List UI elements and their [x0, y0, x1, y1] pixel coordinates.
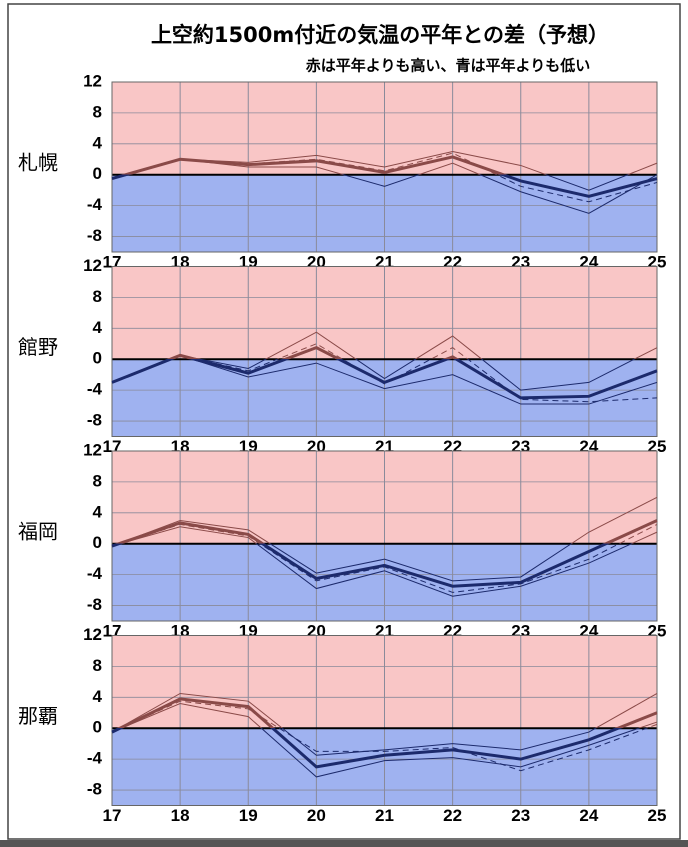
chart-title: 上空約1500m付近の気温の平年との差（予想） — [151, 23, 609, 47]
series-line — [111, 526, 658, 597]
x-tick-label: 18 — [171, 806, 190, 825]
series-line — [111, 697, 658, 769]
x-tick-label: 22 — [443, 806, 462, 825]
series-line — [111, 331, 658, 391]
x-tick-label: 24 — [579, 806, 598, 825]
y-tick-label: 12 — [83, 440, 102, 459]
series-line — [111, 345, 658, 400]
x-tick-label: 25 — [648, 806, 667, 825]
y-tick-label: 12 — [83, 256, 102, 275]
city-label: 福岡 — [18, 520, 58, 544]
plot-border — [111, 635, 658, 806]
y-tick-label: 0 — [93, 164, 102, 183]
y-tick-label: 12 — [83, 71, 102, 90]
plot-border — [111, 81, 658, 253]
x-tick-label: 23 — [511, 806, 530, 825]
y-tick-label: 12 — [83, 625, 102, 644]
y-tick-label: 4 — [93, 502, 103, 521]
y-tick-label: 0 — [93, 349, 102, 368]
y-tick-label: 4 — [93, 133, 103, 152]
city-label: 札幌 — [18, 151, 58, 175]
y-tick-label: -8 — [87, 411, 102, 430]
x-tick-label: 20 — [307, 806, 326, 825]
y-tick-label: -4 — [87, 564, 103, 583]
y-tick-label: -8 — [87, 595, 102, 614]
y-tick-label: -4 — [87, 380, 103, 399]
x-tick-label: 21 — [375, 806, 394, 825]
series-line — [111, 152, 658, 203]
y-tick-label: 8 — [93, 471, 102, 490]
series-line — [111, 692, 658, 756]
series-line — [111, 519, 658, 588]
series-line — [111, 158, 658, 214]
y-tick-label: 0 — [93, 533, 102, 552]
y-tick-label: 0 — [93, 718, 102, 737]
series-line — [111, 354, 658, 405]
y-tick-label: -4 — [87, 195, 103, 214]
bottom-strip — [0, 840, 688, 847]
y-tick-label: -4 — [87, 749, 103, 768]
city-label: 館野 — [18, 335, 58, 359]
series-line — [111, 151, 658, 191]
y-tick-label: 4 — [93, 318, 103, 337]
x-tick-label: 19 — [239, 806, 258, 825]
series-line — [111, 496, 658, 582]
series-line — [111, 523, 658, 593]
y-tick-label: 8 — [93, 287, 102, 306]
y-tick-label: 8 — [93, 102, 102, 121]
series-line — [111, 343, 658, 403]
x-tick-label: 17 — [103, 806, 122, 825]
plot-border — [111, 450, 658, 622]
series-line — [111, 700, 658, 772]
plot-border — [111, 266, 658, 437]
y-tick-label: 8 — [93, 656, 102, 675]
chart-subtitle: 赤は平年よりも高い、青は平年よりも低い — [306, 57, 590, 75]
series-line — [111, 702, 658, 778]
city-label: 那覇 — [18, 704, 58, 728]
y-tick-label: -8 — [87, 226, 102, 245]
y-tick-label: 4 — [93, 687, 103, 706]
y-tick-label: -8 — [87, 780, 102, 799]
